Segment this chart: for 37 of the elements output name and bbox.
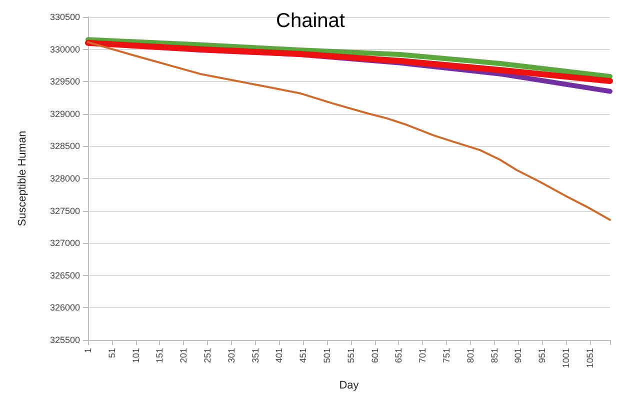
y-axis-title: Susceptible Human (16, 130, 28, 226)
x-tick-label: 401 (274, 348, 284, 364)
x-tick-label: 1 (83, 348, 93, 354)
x-tick-label: 701 (418, 348, 428, 364)
y-tick-label: 329500 (50, 76, 80, 87)
y-tick-label: 328500 (50, 141, 80, 152)
x-tick-label: 651 (394, 348, 404, 364)
x-tick-label: 351 (250, 348, 260, 364)
x-tick-label: 901 (513, 348, 524, 364)
x-tick-label: 751 (442, 348, 452, 364)
x-tick-label: 801 (465, 348, 476, 364)
y-tick-label: 325500 (50, 335, 80, 345)
x-axis-title: Day (339, 380, 360, 392)
x-tick-label: 301 (226, 348, 236, 364)
y-tick-label: 327000 (50, 238, 80, 248)
x-tick-label: 451 (298, 348, 308, 364)
chart-title: Chainat (276, 10, 346, 32)
y-tick-label: 328000 (50, 174, 80, 184)
y-tick-label: 330500 (50, 12, 80, 22)
y-tick-label: 327500 (50, 206, 80, 216)
x-tick-label: 251 (202, 348, 213, 364)
y-tick-label: 330000 (50, 44, 80, 54)
y-tick-label: 326500 (50, 270, 80, 280)
x-tick-label: 101 (130, 348, 141, 364)
x-tick-label: 51 (106, 348, 117, 358)
line-series (87, 41, 611, 221)
y-tick-label: 329000 (50, 108, 80, 119)
x-tick-label: 1051 (584, 348, 595, 368)
x-tick-label: 851 (489, 348, 500, 364)
x-tick-label: 1001 (561, 348, 572, 368)
x-tick-label: 151 (154, 348, 165, 364)
x-tick-label: 601 (370, 348, 380, 364)
x-tick-label: 201 (178, 348, 189, 364)
x-tick-label: 951 (537, 348, 548, 364)
x-tick-label: 501 (322, 348, 332, 364)
y-tick-label: 326000 (50, 302, 80, 313)
x-tick-label: 551 (346, 348, 356, 364)
